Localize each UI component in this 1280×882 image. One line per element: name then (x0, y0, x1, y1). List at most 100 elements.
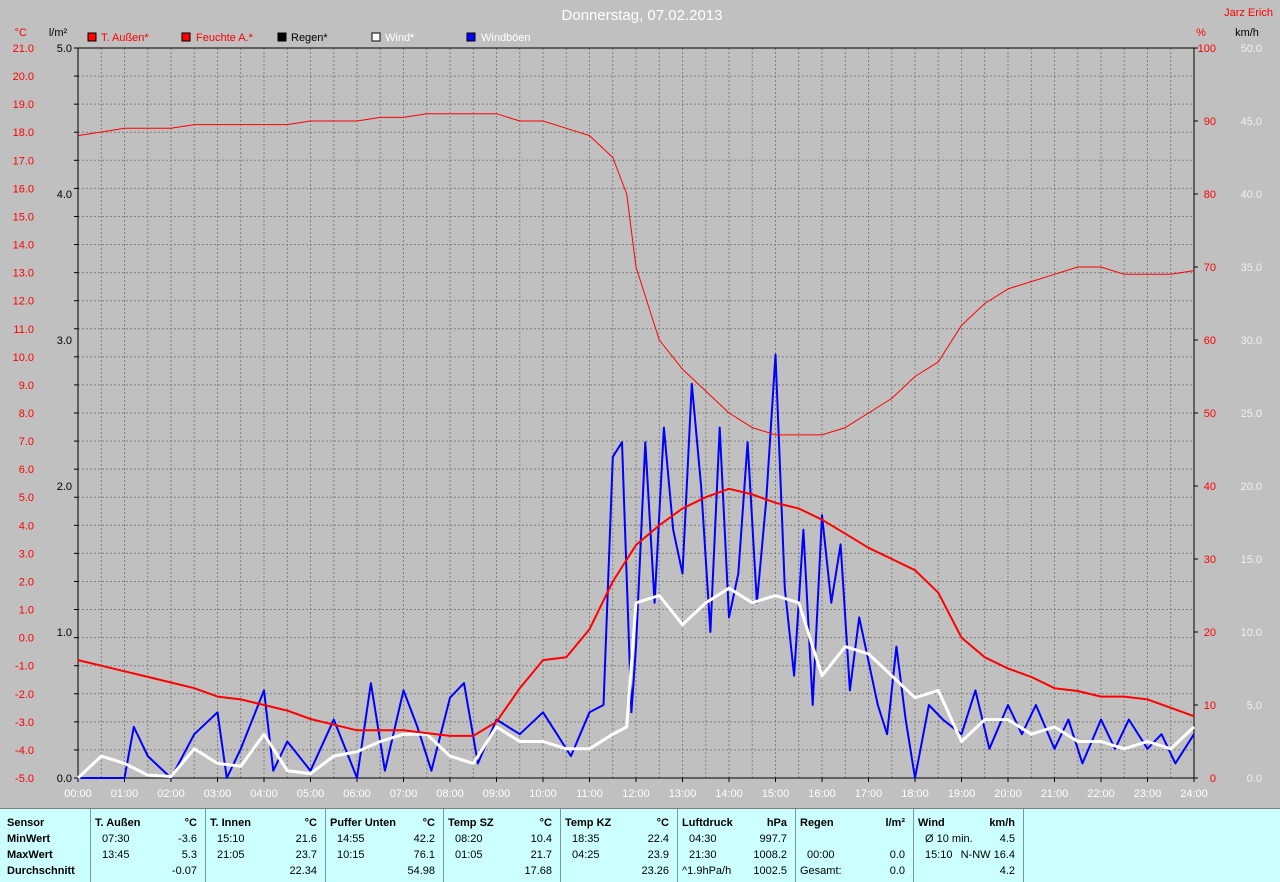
stats-max-time: 21:05 (217, 849, 245, 861)
stats-column: Luftdruck hPa 04:30 997.7 21:30 1008.2 ^1.9hPa… (677, 809, 796, 882)
wind-tick-label: 0.0 (1247, 773, 1262, 785)
temp-tick-label: 7.0 (19, 436, 34, 448)
wind-tick-label: 35.0 (1241, 262, 1262, 274)
time-tick-label: 22:00 (1087, 788, 1115, 800)
time-tick-label: 15:00 (762, 788, 790, 800)
legend-swatch-gusts (466, 32, 476, 42)
humidity-tick-label: 90 (1204, 116, 1216, 128)
wind-tick-label: 25.0 (1241, 408, 1262, 420)
stats-header-unit: °C (304, 817, 317, 829)
humidity-tick-label: 0 (1210, 773, 1216, 785)
time-tick-label: 02:00 (157, 788, 185, 800)
temp-tick-label: 16.0 (13, 183, 34, 195)
stats-min-value: 4.5 (999, 833, 1015, 845)
time-tick-label: 14:00 (715, 788, 743, 800)
stats-header-name: Puffer Unten (330, 817, 396, 829)
stats-min-time: 14:55 (337, 833, 365, 845)
time-tick-label: 17:00 (855, 788, 883, 800)
temp-tick-label: 9.0 (19, 380, 34, 392)
rain-tick-label: 4.0 (57, 189, 72, 201)
plot-grid (78, 48, 1194, 778)
time-tick-label: 21:00 (1041, 788, 1069, 800)
stats-min-value: 21.6 (295, 833, 317, 845)
temp-tick-label: 20.0 (13, 71, 34, 83)
legend-label-rain: Regen* (291, 32, 328, 44)
stats-max-time: 00:00 (807, 849, 835, 861)
temp-tick-label: -2.0 (15, 689, 34, 701)
temp-tick-label: 13.0 (13, 268, 34, 280)
hum-unit: % (1196, 27, 1206, 39)
sensor-header: Sensor (7, 817, 45, 829)
temp-tick-label: 6.0 (19, 464, 34, 476)
time-tick-label: 24:00 (1180, 788, 1208, 800)
stats-header-name: Luftdruck (682, 817, 733, 829)
time-tick-label: 20:00 (994, 788, 1022, 800)
humidity-tick-label: 20 (1204, 627, 1216, 639)
row-label-min: MinWert (7, 833, 51, 845)
time-tick-label: 00:00 (64, 788, 92, 800)
temp-tick-label: -4.0 (15, 745, 34, 757)
stats-min-value: -3.6 (178, 833, 197, 845)
stats-header-unit: km/h (989, 817, 1015, 829)
humidity-tick-label: 50 (1204, 408, 1216, 420)
series-temp-outdoor (77, 487, 1195, 737)
temp-tick-label: 21.0 (13, 43, 34, 55)
stats-header-name: Temp SZ (448, 817, 494, 829)
time-tick-label: 13:00 (669, 788, 697, 800)
wind-tick-label: 10.0 (1241, 627, 1262, 639)
series-humidity (77, 113, 1195, 436)
station-name: Jarz Erich (1224, 7, 1273, 19)
stats-header-unit: l/m² (885, 817, 905, 829)
stats-max-time: 01:05 (455, 849, 483, 861)
stats-max-value: 0.0 (889, 849, 905, 861)
stats-max-value: 21.7 (530, 849, 552, 861)
humidity-tick-label: 30 (1204, 554, 1216, 566)
stats-min-time: 18:35 (572, 833, 600, 845)
stats-max-value: 5.3 (181, 849, 197, 861)
stats-header-name: T. Außen (95, 817, 141, 829)
temp-tick-label: 0.0 (19, 633, 34, 645)
stats-avg-value: 4.2 (999, 865, 1015, 877)
stats-avg-label: ^1.9hPa/h (682, 865, 732, 877)
stats-min-value: 10.4 (530, 833, 552, 845)
humidity-tick-label: 80 (1204, 189, 1216, 201)
stats-min-value: 997.7 (759, 833, 787, 845)
stats-header-name: Temp KZ (565, 817, 612, 829)
series-group (76, 113, 1196, 780)
rain-unit: l/m² (49, 27, 68, 39)
legend-label-wind: Wind* (385, 32, 415, 44)
legend-label-temp: T. Außen* (101, 32, 149, 44)
rain-tick-label: 1.0 (57, 627, 72, 639)
stats-min-time: 07:30 (102, 833, 130, 845)
temp-tick-label: 1.0 (19, 605, 34, 617)
rain-tick-label: 3.0 (57, 335, 72, 347)
time-tick-label: 11:00 (576, 788, 603, 800)
stats-header-name: Regen (800, 817, 834, 829)
humidity-tick-label: 60 (1204, 335, 1216, 347)
stats-avg-value: 22.34 (289, 865, 317, 877)
temp-tick-label: -3.0 (15, 717, 34, 729)
stats-max-value: 76.1 (413, 849, 435, 861)
temp-axis: 21.0 20.0 19.0 18.0 17.0 16.0 15.0 14.0 13.0 12.0… (13, 43, 78, 785)
legend-label-humidity: Feuchte A.* (196, 32, 254, 44)
time-tick-label: 10:00 (529, 788, 557, 800)
time-tick-label: 19:00 (948, 788, 976, 800)
stats-max-value: 23.7 (295, 849, 317, 861)
wind-tick-label: 15.0 (1241, 554, 1262, 566)
stats-column: Wind km/h Ø 10 min. 4.5 15:10 N-NW 16.4 4.2 (913, 809, 1024, 882)
stats-min-value: 42.2 (413, 833, 435, 845)
time-tick-label: 04:00 (250, 788, 278, 800)
stats-min-time: 15:10 (217, 833, 245, 845)
stats-max-time: 13:45 (102, 849, 130, 861)
time-tick-label: 07:00 (390, 788, 418, 800)
stats-column-sensor: Sensor MinWert MaxWert Durchschnitt (0, 809, 91, 882)
stats-header-unit: °C (422, 817, 435, 829)
stats-column: T. Innen °C 15:10 21.6 21:05 23.7 22.34 (205, 809, 326, 882)
stats-max-value: 1008.2 (753, 849, 787, 861)
series-wind (76, 586, 1196, 780)
time-tick-label: 18:00 (901, 788, 929, 800)
legend-label-gusts: Windböen (481, 32, 531, 44)
time-tick-label: 08:00 (436, 788, 464, 800)
stats-column: Temp SZ °C 08:20 10.4 01:05 21.7 17.68 (443, 809, 561, 882)
row-label-avg: Durchschnitt (7, 865, 75, 877)
